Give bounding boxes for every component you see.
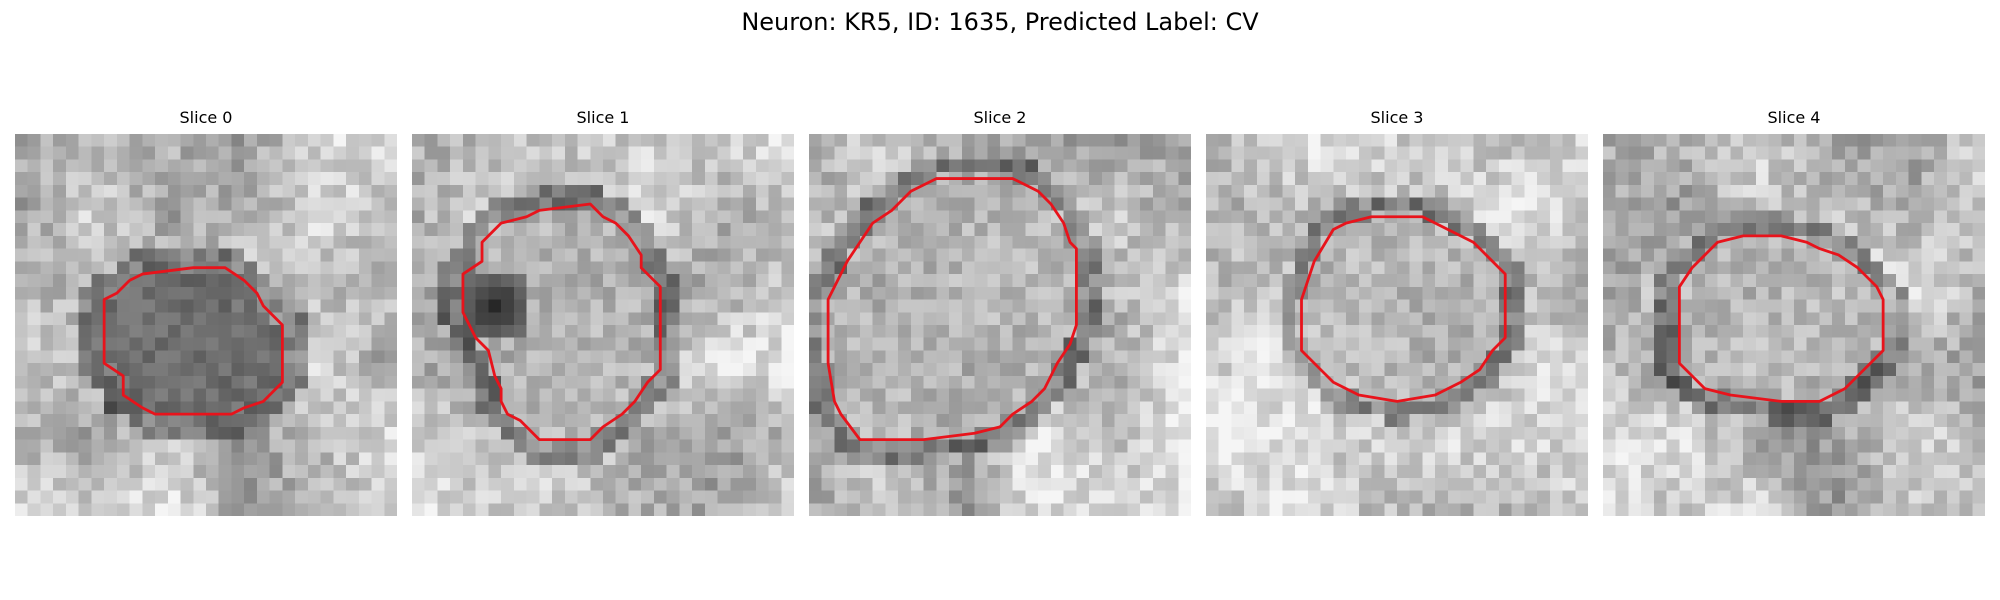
- slice-pixels: [809, 134, 1191, 516]
- slice-title-0: Slice 0: [179, 108, 233, 127]
- segmentation-contour: [1300, 215, 1507, 403]
- slice-pixels: [1603, 134, 1985, 516]
- slice-title-1: Slice 1: [576, 108, 630, 127]
- slice-pixels: [15, 134, 397, 516]
- figure-title: Neuron: KR5, ID: 1635, Predicted Label: …: [741, 8, 1259, 36]
- slice-pixels: [1206, 134, 1588, 516]
- segmentation-contour: [102, 266, 284, 416]
- segmentation-contour: [461, 202, 662, 442]
- slice-image-3: [1206, 134, 1588, 516]
- slice-title-2: Slice 2: [973, 108, 1027, 127]
- slice-image-2: [809, 134, 1191, 516]
- slice-image-4: [1603, 134, 1985, 516]
- segmentation-contour: [826, 177, 1078, 442]
- slice-image-0: [15, 134, 397, 516]
- segmentation-contour: [1677, 234, 1885, 403]
- slice-image-1: [412, 134, 794, 516]
- slice-title-4: Slice 4: [1767, 108, 1821, 127]
- slice-title-3: Slice 3: [1370, 108, 1424, 127]
